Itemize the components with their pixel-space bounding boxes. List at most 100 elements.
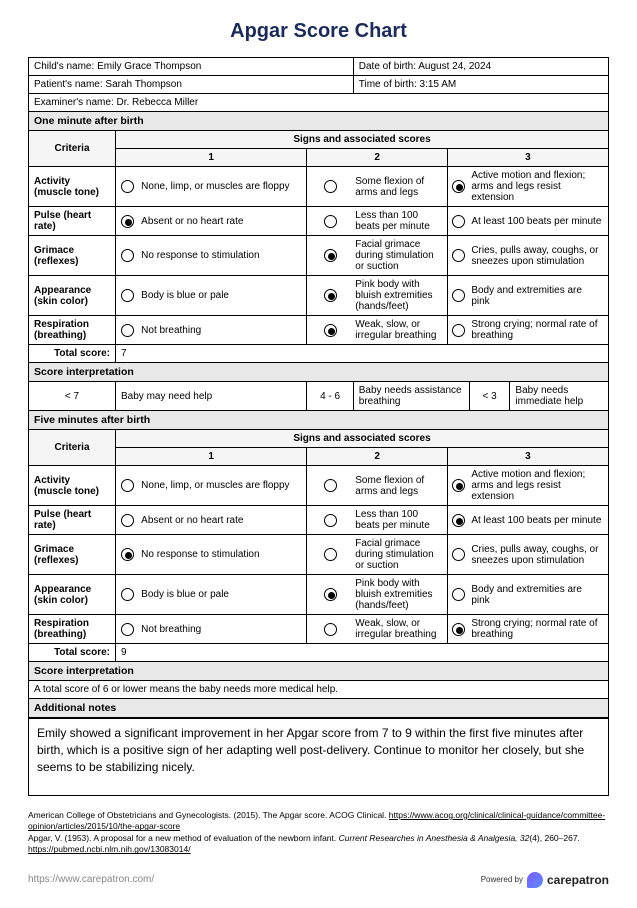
radio-icon[interactable] [324, 215, 337, 228]
radio-cell[interactable] [447, 615, 469, 644]
radio-cell[interactable] [116, 316, 140, 345]
radio-cell[interactable] [447, 535, 469, 575]
radio-icon[interactable] [121, 324, 134, 337]
additional-notes-header: Additional notes [29, 699, 609, 718]
score-col-3-5: 3 [447, 448, 608, 466]
criteria-header-5: Criteria [29, 430, 116, 466]
radio-cell[interactable] [307, 535, 353, 575]
signs-header: Signs and associated scores [116, 131, 609, 149]
tob-value: 3:15 AM [420, 79, 457, 90]
option-desc: Strong crying; normal rate of breathing [469, 615, 608, 644]
radio-cell[interactable] [307, 276, 353, 316]
ref-2-link[interactable]: https://pubmed.ncbi.nlm.nih.gov/13083014… [28, 844, 191, 854]
option-desc: Weak, slow, or irregular breathing [353, 615, 447, 644]
radio-icon[interactable] [121, 215, 134, 228]
radio-icon[interactable] [324, 249, 337, 262]
interp-range-0: < 7 [29, 382, 116, 411]
radio-icon[interactable] [121, 289, 134, 302]
signs-header-5: Signs and associated scores [116, 430, 609, 448]
radio-icon[interactable] [121, 623, 134, 636]
radio-icon[interactable] [324, 623, 337, 636]
radio-icon[interactable] [121, 548, 134, 561]
radio-cell[interactable] [116, 615, 140, 644]
radio-icon[interactable] [121, 479, 134, 492]
dob-value: August 24, 2024 [418, 61, 491, 72]
footer-url[interactable]: https://www.carepatron.com/ [28, 874, 154, 885]
radio-cell[interactable] [307, 207, 353, 236]
score-col-1-5: 1 [116, 448, 307, 466]
radio-cell[interactable] [116, 236, 140, 276]
radio-cell[interactable] [447, 575, 469, 615]
radio-icon[interactable] [452, 479, 465, 492]
radio-icon[interactable] [324, 588, 337, 601]
radio-icon[interactable] [452, 514, 465, 527]
radio-cell[interactable] [307, 615, 353, 644]
option-desc: None, limp, or muscles are floppy [139, 466, 307, 506]
examiner-label: Examiner's name: [34, 97, 114, 108]
patient-name-label: Patient's name: [34, 79, 103, 90]
five-interp-text: A total score of 6 or lower means the ba… [29, 681, 609, 699]
radio-cell[interactable] [116, 535, 140, 575]
radio-cell[interactable] [116, 506, 140, 535]
radio-icon[interactable] [452, 215, 465, 228]
radio-cell[interactable] [307, 575, 353, 615]
criteria-name: Grimace (reflexes) [29, 236, 116, 276]
radio-icon[interactable] [452, 324, 465, 337]
radio-icon[interactable] [121, 180, 134, 193]
radio-icon[interactable] [452, 180, 465, 193]
radio-cell[interactable] [447, 236, 469, 276]
radio-icon[interactable] [121, 514, 134, 527]
option-desc: At least 100 beats per minute [469, 506, 608, 535]
radio-icon[interactable] [452, 623, 465, 636]
radio-icon[interactable] [452, 548, 465, 561]
radio-icon[interactable] [324, 548, 337, 561]
option-desc: Pink body with bluish extremities (hands… [353, 276, 447, 316]
radio-cell[interactable] [307, 236, 353, 276]
criteria-header: Criteria [29, 131, 116, 167]
radio-cell[interactable] [116, 575, 140, 615]
radio-icon[interactable] [452, 249, 465, 262]
radio-icon[interactable] [452, 588, 465, 601]
header-table: Child's name: Emily Grace Thompson Date … [28, 57, 609, 718]
radio-cell[interactable] [447, 466, 469, 506]
radio-cell[interactable] [307, 167, 353, 207]
radio-icon[interactable] [324, 180, 337, 193]
radio-cell[interactable] [116, 167, 140, 207]
five-interp-header: Score interpretation [29, 662, 609, 681]
radio-cell[interactable] [116, 466, 140, 506]
option-desc: Body and extremities are pink [469, 575, 608, 615]
radio-cell[interactable] [116, 276, 140, 316]
radio-cell[interactable] [307, 466, 353, 506]
patient-name-value: Sarah Thompson [105, 79, 182, 90]
radio-icon[interactable] [121, 249, 134, 262]
radio-cell[interactable] [307, 506, 353, 535]
radio-cell[interactable] [447, 276, 469, 316]
criteria-name: Activity (muscle tone) [29, 466, 116, 506]
references: American College of Obstetricians and Gy… [28, 810, 609, 856]
radio-icon[interactable] [324, 479, 337, 492]
radio-cell[interactable] [116, 207, 140, 236]
radio-cell[interactable] [447, 506, 469, 535]
radio-cell[interactable] [447, 316, 469, 345]
radio-icon[interactable] [324, 324, 337, 337]
radio-icon[interactable] [452, 289, 465, 302]
score-col-3: 3 [447, 149, 608, 167]
radio-icon[interactable] [324, 514, 337, 527]
radio-icon[interactable] [121, 588, 134, 601]
ref-1-text: American College of Obstetricians and Gy… [28, 810, 389, 820]
interp-range-2: < 3 [469, 382, 510, 411]
child-name-label: Child's name: [34, 61, 94, 72]
powered-by-label: Powered by [481, 875, 523, 884]
interp-text-1: Baby needs assistance breathing [353, 382, 469, 411]
option-desc: Weak, slow, or irregular breathing [353, 316, 447, 345]
radio-icon[interactable] [324, 289, 337, 302]
radio-cell[interactable] [307, 316, 353, 345]
option-desc: Active motion and flexion; arms and legs… [469, 466, 608, 506]
criteria-name: Grimace (reflexes) [29, 535, 116, 575]
option-desc: Absent or no heart rate [139, 506, 307, 535]
score-col-2-5: 2 [307, 448, 447, 466]
footer: https://www.carepatron.com/ Powered by c… [28, 872, 609, 888]
radio-cell[interactable] [447, 167, 469, 207]
ref-2-italic: Current Researches in Anesthesia & Analg… [339, 833, 530, 843]
radio-cell[interactable] [447, 207, 469, 236]
